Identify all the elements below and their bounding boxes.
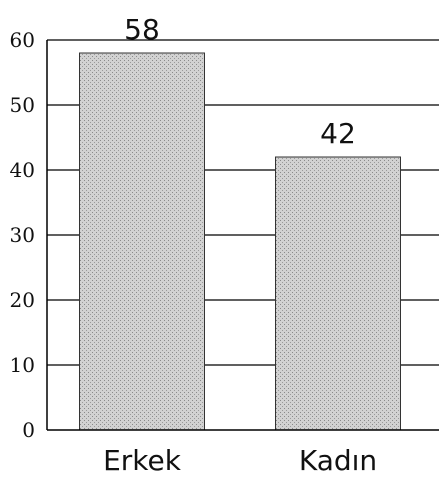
y-tick-label: 40 [10,158,35,182]
data-label: 42 [320,117,356,150]
x-category-label: Kadın [299,444,377,477]
bar-erkek [79,52,205,431]
labels: 0 10 20 30 40 50 60 58 Erkek 42 Kadın [10,13,378,477]
y-tick-label: 50 [10,93,35,117]
y-tick-label: 10 [10,353,35,377]
y-tick-label: 30 [10,223,35,247]
data-label: 58 [124,13,160,46]
bar-kadın [275,156,401,431]
y-tick-label: 20 [10,288,35,312]
axes [46,40,439,431]
y-tick-label: 0 [22,418,35,442]
y-tick-label: 60 [10,28,35,52]
x-category-label: Erkek [103,444,182,477]
bars [79,52,401,431]
